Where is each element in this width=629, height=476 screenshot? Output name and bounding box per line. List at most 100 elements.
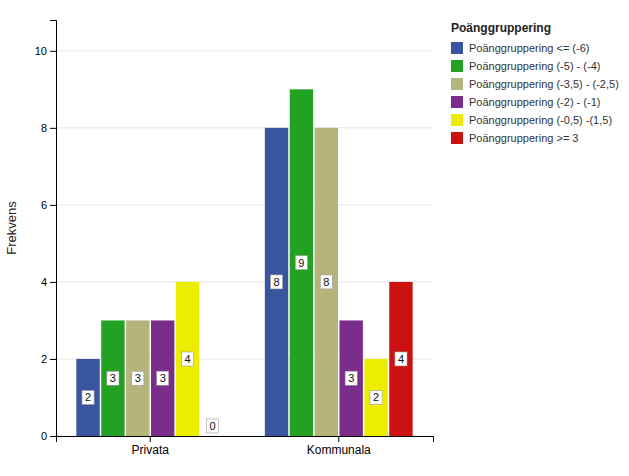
- legend-title: Poänggruppering: [451, 21, 551, 35]
- y-tick: 10: [35, 45, 56, 57]
- legend-item: Poänggruppering (-5) - (-4): [451, 60, 600, 72]
- y-tick-mark: [50, 436, 56, 437]
- y-tick: 8: [41, 122, 56, 134]
- legend-label: Poänggruppering (-5) - (-4): [469, 60, 600, 72]
- x-tick: Privata: [132, 436, 170, 457]
- bar: [290, 89, 313, 436]
- data-label: 3: [107, 371, 119, 385]
- x-tick: Kommunala: [307, 436, 371, 457]
- data-label-box: [370, 390, 382, 404]
- legend-item: Poänggruppering <= (-6): [451, 42, 589, 54]
- legend-item: Poänggruppering >= 3: [451, 132, 578, 144]
- legend-swatch: [451, 114, 463, 126]
- bar: [151, 320, 174, 436]
- data-label: 9: [295, 256, 307, 270]
- bar: [339, 320, 362, 436]
- y-tick-label: 6: [41, 199, 47, 211]
- grid-line: [56, 281, 433, 282]
- y-axis-title: Frekvens: [4, 201, 19, 255]
- data-label-text: 3: [348, 372, 354, 384]
- data-label: 3: [157, 371, 169, 385]
- legend-label: Poänggruppering (-3,5) - (-2,5): [469, 78, 619, 90]
- legend-swatch: [451, 96, 463, 108]
- y-tick-mark: [50, 128, 56, 129]
- legend-swatch: [451, 78, 463, 90]
- data-label-text: 3: [135, 372, 141, 384]
- data-label: 0: [206, 419, 218, 433]
- x-axis: Privata Kommunala: [57, 436, 434, 457]
- legend-label: Poänggruppering (-2) - (-1): [469, 96, 600, 108]
- data-label: 3: [345, 371, 357, 385]
- grid-line: [56, 127, 433, 128]
- y-tick: 0: [41, 430, 56, 442]
- legend-swatch: [451, 132, 463, 144]
- data-label-box: [295, 256, 307, 270]
- data-label-text: 4: [398, 353, 404, 365]
- data-label: 3: [132, 371, 144, 385]
- bar: [101, 320, 124, 436]
- bar: [176, 282, 199, 436]
- bar: [389, 282, 412, 436]
- data-labels: 2 8 3 9 3 8 3 3 4 2 0 4: [82, 256, 407, 433]
- data-label-box: [345, 371, 357, 385]
- legend-swatch: [451, 42, 463, 54]
- data-label-box: [395, 352, 407, 366]
- bar: [201, 436, 224, 437]
- data-label-box: [320, 275, 332, 289]
- data-label: 8: [270, 275, 282, 289]
- data-label-text: 2: [85, 391, 91, 403]
- data-label-box: [132, 371, 144, 385]
- data-label: 4: [182, 352, 194, 366]
- data-label-box: [270, 275, 282, 289]
- y-tick-label: 4: [41, 276, 47, 288]
- data-label-text: 9: [298, 257, 304, 269]
- y-tick-mark: [50, 282, 56, 283]
- data-label: 4: [395, 352, 407, 366]
- x-tick-label: Privata: [132, 443, 170, 457]
- data-label-box: [182, 352, 194, 366]
- y-tick: 2: [41, 353, 56, 365]
- x-tick-mark: [338, 436, 339, 442]
- y-tick-label: 0: [41, 430, 47, 442]
- grid-line: [56, 50, 433, 51]
- legend-label: Poänggruppering <= (-6): [469, 42, 589, 54]
- legend-item: Poänggruppering (-2) - (-1): [451, 96, 600, 108]
- y-tick-mark: [50, 205, 56, 206]
- x-axis-line: [57, 437, 434, 443]
- bars: [76, 89, 412, 436]
- legend: Poänggruppering Poänggruppering <= (-6) Po…: [451, 21, 619, 144]
- y-tick-mark: [50, 359, 56, 360]
- legend-item: Poänggruppering (-0,5) -(1,5): [451, 114, 612, 126]
- data-label-text: 4: [185, 353, 191, 365]
- data-label-box: [157, 371, 169, 385]
- data-label-text: 8: [273, 276, 279, 288]
- chart: Poänggruppering Poänggruppering <= (-6) Po…: [0, 0, 629, 476]
- bar: [265, 128, 288, 436]
- data-label: 2: [82, 390, 94, 404]
- bar: [315, 128, 338, 436]
- y-tick: 4: [41, 276, 56, 288]
- data-label: 2: [370, 390, 382, 404]
- y-tick-label: 8: [41, 122, 47, 134]
- data-label-text: 2: [373, 391, 379, 403]
- data-label-text: 8: [323, 276, 329, 288]
- y-tick-label: 2: [41, 353, 47, 365]
- y-tick: 6: [41, 199, 56, 211]
- legend-label: Poänggruppering (-0,5) -(1,5): [469, 114, 612, 126]
- data-label-box: [82, 390, 94, 404]
- x-tick-mark: [150, 436, 151, 442]
- legend-swatch: [451, 60, 463, 72]
- y-axis: 0 2 4 6 8 10: [35, 21, 57, 443]
- plot: 0 2 4 6 8 10 Privata Kommunala 2 8 3 9 3 8 3 3 4 2 0 4: [35, 21, 434, 457]
- data-label-box: [107, 371, 119, 385]
- y-tick-mark: [50, 51, 56, 52]
- bar: [364, 359, 387, 436]
- x-tick-label: Kommunala: [307, 443, 371, 457]
- bar: [126, 320, 149, 436]
- data-label-text: 0: [209, 420, 215, 432]
- y-axis-line: [50, 21, 57, 437]
- legend-label: Poänggruppering >= 3: [469, 132, 578, 144]
- data-label-text: 3: [160, 372, 166, 384]
- grid-line: [56, 204, 433, 205]
- bar: [76, 359, 99, 436]
